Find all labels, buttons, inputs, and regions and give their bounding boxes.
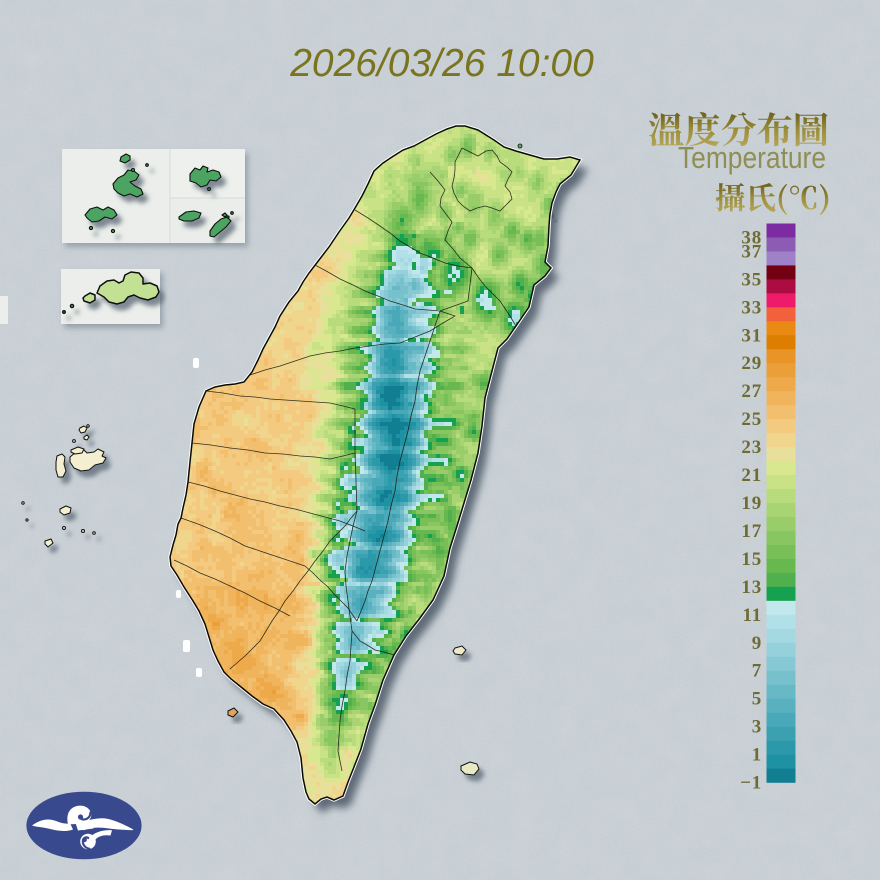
svg-text:21: 21 — [741, 465, 762, 486]
svg-text:27: 27 — [741, 381, 762, 402]
svg-text:5: 5 — [752, 689, 762, 710]
svg-text:33: 33 — [741, 297, 762, 318]
svg-text:1: 1 — [752, 745, 762, 766]
svg-text:29: 29 — [741, 353, 762, 374]
svg-text:37: 37 — [741, 241, 762, 262]
svg-text:−1: −1 — [740, 773, 762, 794]
svg-text:15: 15 — [741, 549, 762, 570]
svg-text:25: 25 — [741, 409, 762, 430]
svg-text:31: 31 — [741, 325, 762, 346]
svg-text:38: 38 — [741, 228, 762, 249]
svg-text:9: 9 — [752, 633, 762, 654]
svg-text:2026/03/26 10:00: 2026/03/26 10:00 — [289, 42, 594, 85]
svg-text:35: 35 — [741, 269, 762, 290]
svg-text:3: 3 — [752, 717, 762, 738]
svg-text:13: 13 — [741, 577, 762, 598]
svg-text:17: 17 — [741, 521, 762, 542]
svg-text:Temperature: Temperature — [678, 140, 826, 175]
svg-text:7: 7 — [752, 661, 762, 682]
svg-text:23: 23 — [741, 437, 762, 458]
svg-text:19: 19 — [741, 493, 762, 514]
svg-text:11: 11 — [742, 605, 762, 626]
